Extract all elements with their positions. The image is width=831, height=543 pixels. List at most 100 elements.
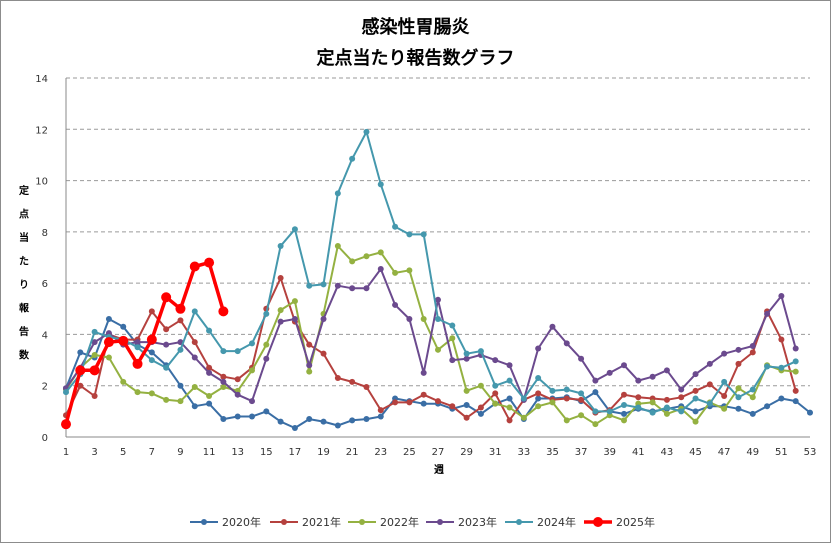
data-point (291, 316, 298, 323)
data-point (220, 416, 227, 423)
data-point (306, 368, 313, 375)
y-tick-label: 6 (42, 279, 48, 290)
data-point (621, 362, 627, 369)
legend-label: 2023年 (458, 515, 497, 529)
data-point (148, 357, 155, 364)
data-point (206, 400, 213, 407)
data-point (663, 410, 670, 417)
data-point (105, 316, 112, 323)
data-point (692, 408, 699, 415)
data-point (306, 341, 313, 348)
data-point (463, 414, 470, 421)
x-tick-label: 45 (689, 447, 702, 458)
data-point (678, 408, 685, 415)
data-point (206, 392, 213, 399)
legend-item: 2020年 (190, 515, 261, 529)
data-point (606, 408, 613, 415)
x-tick-label: 17 (289, 447, 302, 458)
data-point (163, 364, 170, 371)
data-point (692, 395, 699, 402)
data-point (792, 345, 799, 352)
data-point (463, 387, 470, 394)
data-point (463, 355, 470, 362)
data-point (392, 301, 399, 308)
data-point (334, 282, 341, 289)
data-point (792, 358, 799, 365)
data-point (477, 348, 484, 355)
y-tick-label: 14 (35, 74, 48, 85)
data-point (778, 395, 785, 402)
data-point (191, 339, 198, 346)
data-point (177, 382, 184, 389)
legend-marker (593, 517, 603, 527)
x-tick-label: 41 (632, 447, 645, 458)
data-point (692, 371, 699, 378)
data-point (91, 392, 98, 399)
data-point (506, 362, 513, 369)
data-point (91, 339, 98, 346)
data-point (220, 378, 227, 385)
data-point (220, 383, 227, 390)
x-tick-label: 35 (546, 447, 559, 458)
data-point (592, 377, 599, 384)
data-point (249, 340, 255, 347)
series-2025年 (61, 257, 229, 430)
data-point (177, 317, 184, 324)
data-point (320, 281, 327, 288)
data-point (621, 401, 627, 408)
x-tick-label: 25 (403, 447, 416, 458)
data-point (749, 349, 756, 356)
x-tick-labels: 1 3 5 7 9 11 13 15 17 19 21 23 25 27 29 31 33 35 37 39 41 43 4… (63, 447, 817, 458)
data-point (706, 381, 713, 388)
data-point (721, 405, 728, 412)
data-point (204, 257, 215, 268)
legend-label: 2022年 (380, 515, 419, 529)
y-tick-label: 12 (35, 125, 48, 136)
data-point (320, 316, 327, 323)
data-point (678, 394, 685, 401)
data-point (535, 395, 542, 402)
series-lines (61, 128, 813, 432)
data-point (234, 413, 241, 420)
x-tick-label: 33 (517, 447, 530, 458)
legend-item: 2021年 (270, 515, 341, 529)
data-point (621, 417, 627, 424)
data-point (148, 308, 155, 315)
data-point (649, 409, 656, 416)
data-point (635, 404, 642, 411)
data-point (189, 261, 200, 272)
y-tick-label: 10 (35, 177, 48, 188)
gridlines (66, 77, 810, 387)
axes (65, 78, 810, 438)
legend-marker (359, 519, 365, 525)
x-tick-label: 5 (120, 447, 126, 458)
data-point (277, 318, 284, 325)
data-point (435, 398, 441, 405)
data-point (163, 341, 170, 348)
data-point (263, 310, 270, 317)
data-point (520, 395, 527, 402)
data-point (764, 310, 771, 317)
series-line (64, 260, 226, 425)
data-point (191, 403, 198, 410)
data-point (635, 377, 642, 384)
data-point (91, 351, 98, 358)
data-point (563, 417, 570, 424)
data-point (592, 389, 599, 396)
data-point (649, 373, 656, 380)
data-point (177, 398, 184, 405)
data-point (206, 327, 213, 334)
y-tick-labels: 0 2 4 6 8 10 12 14 (35, 74, 48, 444)
data-point (349, 378, 356, 385)
y-tick-label: 2 (42, 382, 48, 393)
x-tick-label: 13 (231, 447, 244, 458)
data-point (578, 396, 585, 403)
x-tick-label: 49 (746, 447, 759, 458)
data-point (764, 363, 771, 370)
x-tick-label: 7 (149, 447, 155, 458)
data-point (435, 346, 441, 353)
data-point (535, 403, 542, 410)
data-point (132, 358, 143, 369)
data-point (334, 190, 341, 197)
